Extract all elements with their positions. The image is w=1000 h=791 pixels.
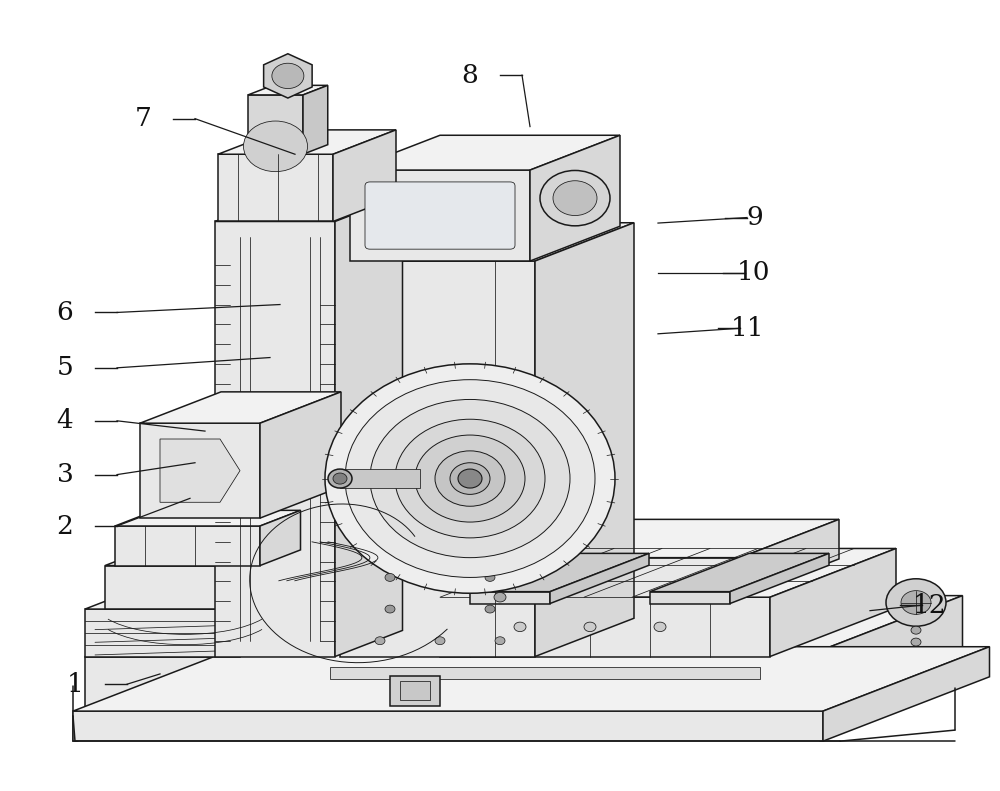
Circle shape <box>325 364 615 593</box>
Circle shape <box>252 127 300 165</box>
Circle shape <box>886 579 946 626</box>
Polygon shape <box>140 392 341 423</box>
Polygon shape <box>650 554 829 592</box>
Polygon shape <box>770 548 896 657</box>
Circle shape <box>485 605 495 613</box>
FancyBboxPatch shape <box>330 667 760 679</box>
Text: 10: 10 <box>736 260 770 286</box>
Text: 2: 2 <box>57 513 73 539</box>
Circle shape <box>333 473 347 484</box>
Polygon shape <box>740 520 839 597</box>
Circle shape <box>495 637 505 645</box>
Polygon shape <box>73 711 823 741</box>
Polygon shape <box>85 589 294 609</box>
Polygon shape <box>340 261 535 657</box>
Polygon shape <box>140 423 260 518</box>
Polygon shape <box>105 548 305 566</box>
Circle shape <box>494 592 506 602</box>
Circle shape <box>514 622 526 631</box>
Polygon shape <box>248 95 303 154</box>
Polygon shape <box>115 526 260 566</box>
Text: 11: 11 <box>731 316 765 341</box>
Polygon shape <box>218 130 396 154</box>
Circle shape <box>345 380 595 577</box>
Circle shape <box>540 171 610 226</box>
Circle shape <box>458 469 482 488</box>
Polygon shape <box>440 548 896 597</box>
Circle shape <box>485 573 495 581</box>
Polygon shape <box>535 223 634 657</box>
Polygon shape <box>333 130 396 221</box>
Circle shape <box>435 451 505 506</box>
Polygon shape <box>470 554 649 592</box>
Polygon shape <box>160 439 240 502</box>
Polygon shape <box>260 392 341 518</box>
Text: 9: 9 <box>747 205 763 230</box>
Polygon shape <box>240 589 294 657</box>
Text: 4: 4 <box>57 408 73 433</box>
Polygon shape <box>215 195 402 221</box>
Circle shape <box>385 573 395 581</box>
Polygon shape <box>350 135 620 170</box>
Polygon shape <box>260 510 300 566</box>
Circle shape <box>395 419 545 538</box>
Polygon shape <box>115 510 300 526</box>
Circle shape <box>901 591 931 615</box>
Circle shape <box>450 463 490 494</box>
Polygon shape <box>650 592 730 604</box>
Polygon shape <box>530 135 620 261</box>
Circle shape <box>435 637 445 645</box>
Polygon shape <box>440 597 770 657</box>
Polygon shape <box>823 647 989 741</box>
Polygon shape <box>105 566 260 609</box>
Circle shape <box>244 121 308 172</box>
Polygon shape <box>248 85 328 95</box>
Circle shape <box>328 469 352 488</box>
Polygon shape <box>440 558 740 597</box>
FancyBboxPatch shape <box>400 681 430 700</box>
Polygon shape <box>340 223 634 261</box>
Circle shape <box>911 638 921 646</box>
Polygon shape <box>805 596 962 716</box>
Circle shape <box>260 134 292 159</box>
Text: 5: 5 <box>57 355 73 380</box>
Polygon shape <box>85 596 962 657</box>
FancyBboxPatch shape <box>365 182 515 249</box>
Polygon shape <box>73 647 989 711</box>
Circle shape <box>911 626 921 634</box>
FancyBboxPatch shape <box>390 676 440 706</box>
Circle shape <box>654 622 666 631</box>
Text: 6: 6 <box>57 300 73 325</box>
Polygon shape <box>335 195 402 657</box>
Text: 1: 1 <box>67 672 83 697</box>
Polygon shape <box>440 520 839 558</box>
Text: 7: 7 <box>135 106 151 131</box>
Text: 3: 3 <box>57 462 73 487</box>
Polygon shape <box>340 469 420 488</box>
Polygon shape <box>85 609 240 657</box>
Text: 12: 12 <box>913 592 947 618</box>
Polygon shape <box>215 221 335 657</box>
Polygon shape <box>550 554 649 604</box>
Circle shape <box>370 399 570 558</box>
Polygon shape <box>470 592 550 604</box>
Polygon shape <box>350 170 530 261</box>
Polygon shape <box>85 657 805 716</box>
Text: 8: 8 <box>462 62 478 88</box>
Circle shape <box>272 63 304 89</box>
Polygon shape <box>303 85 328 154</box>
Polygon shape <box>260 548 305 609</box>
Polygon shape <box>218 154 333 221</box>
Circle shape <box>553 181 597 216</box>
Polygon shape <box>730 554 829 604</box>
Circle shape <box>584 622 596 631</box>
Circle shape <box>385 605 395 613</box>
Circle shape <box>375 637 385 645</box>
Polygon shape <box>264 54 312 98</box>
Circle shape <box>415 435 525 522</box>
